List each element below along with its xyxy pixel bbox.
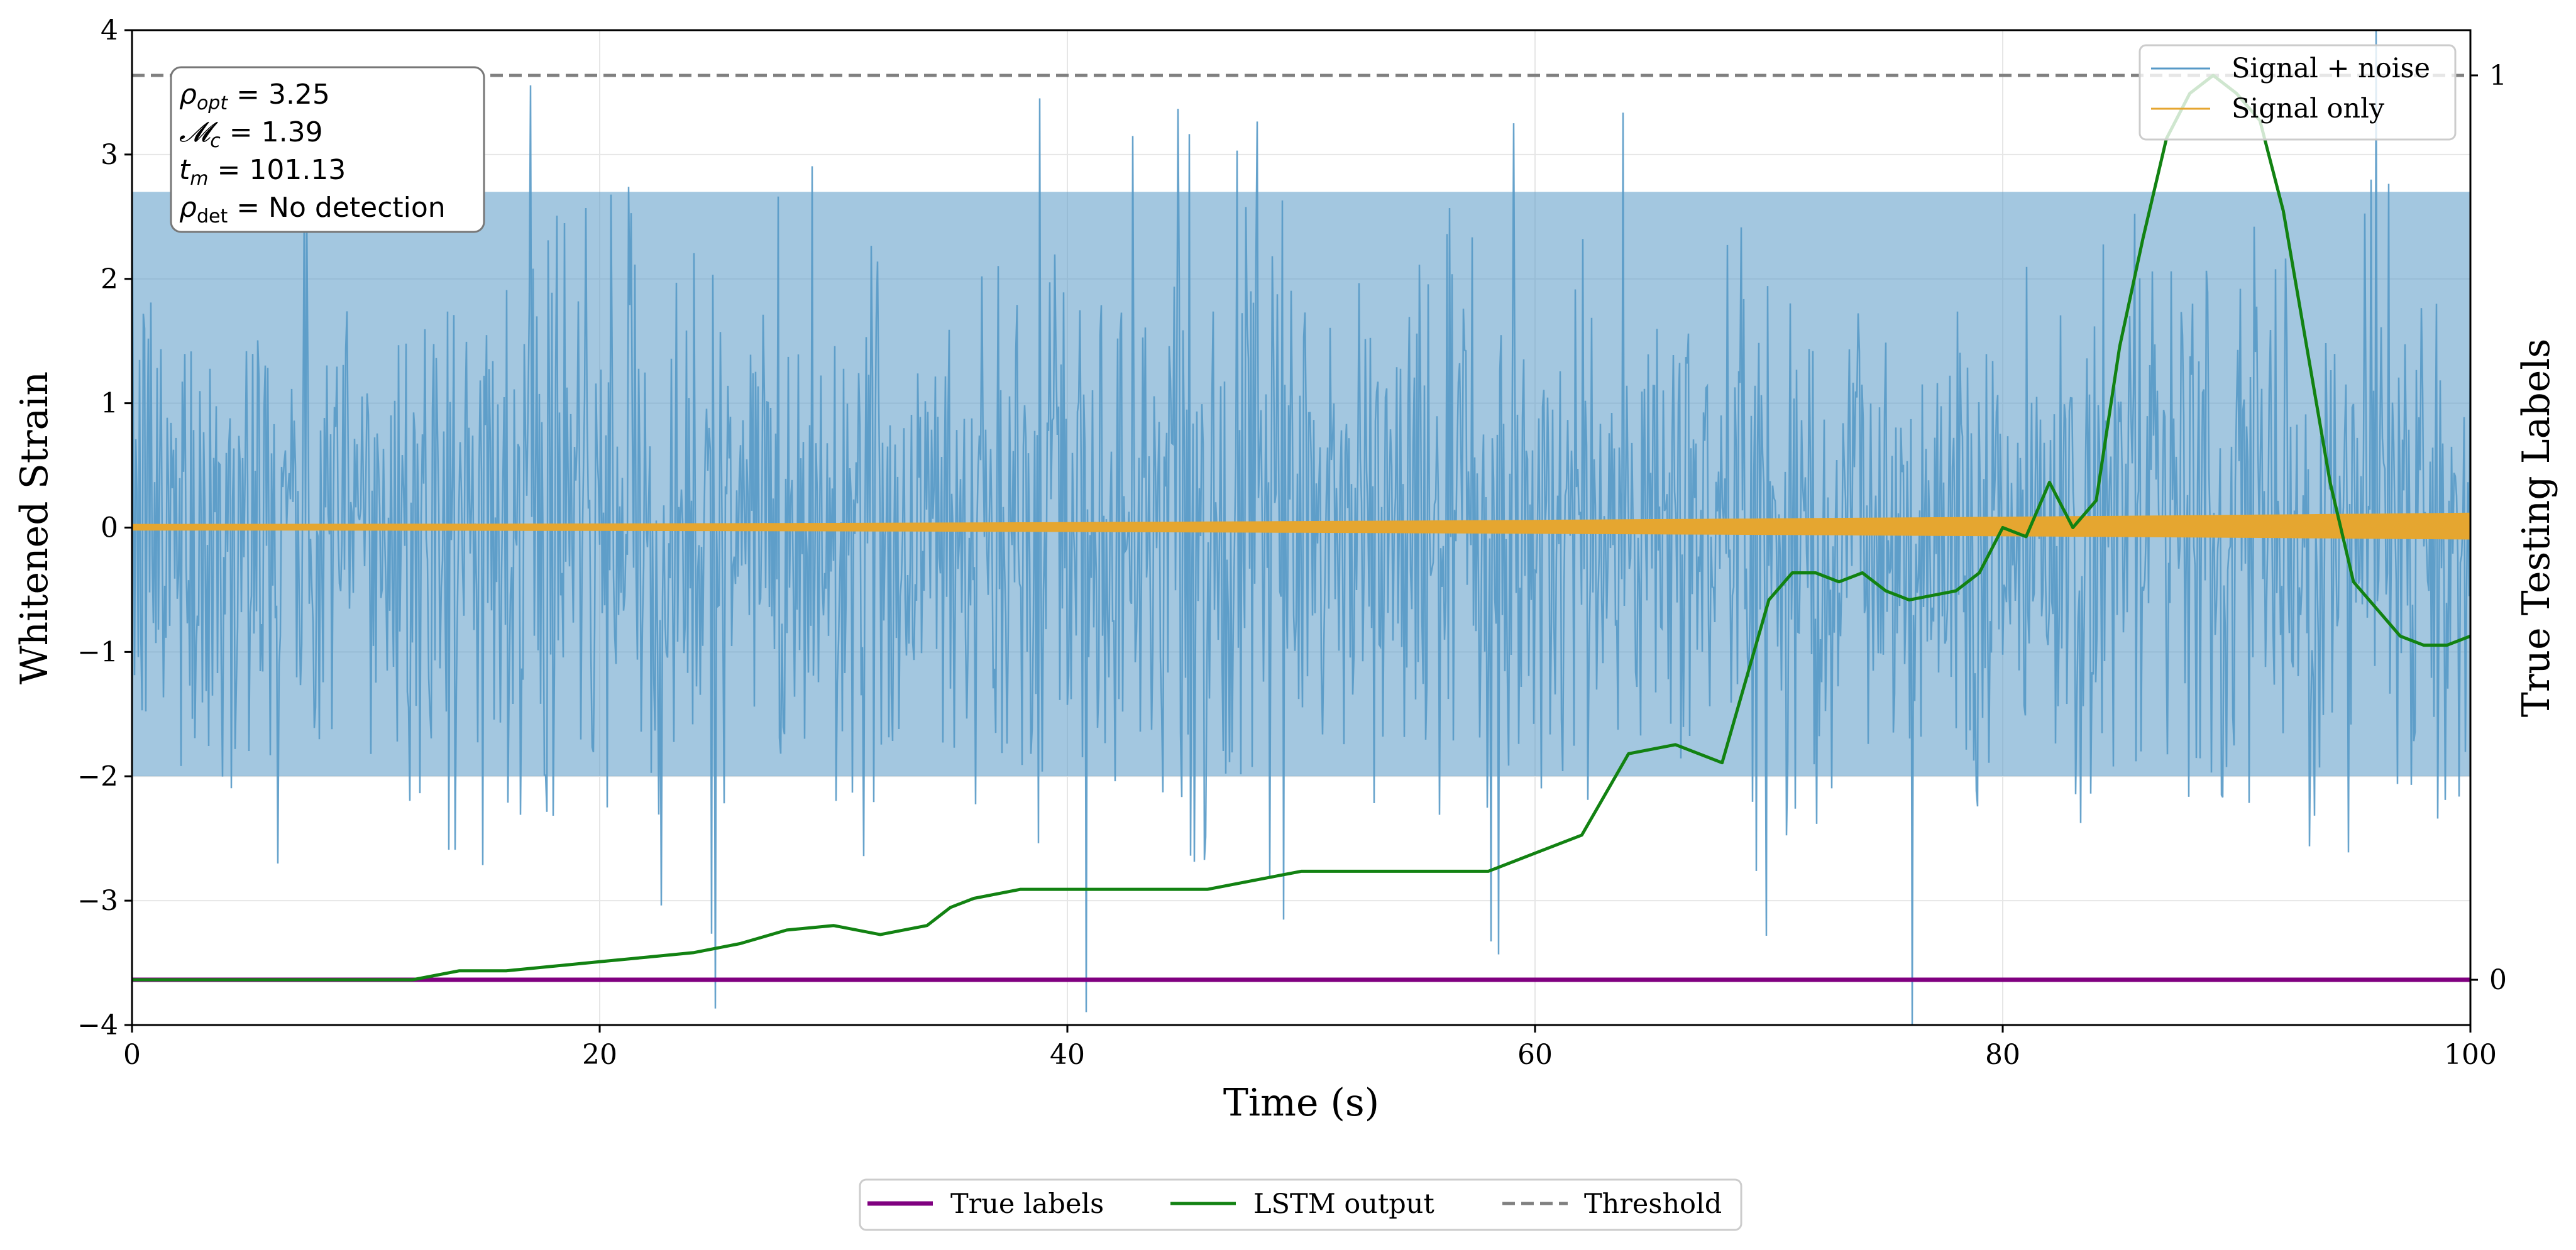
info-rho-det: ρdet = No detection [179,192,446,228]
legend-lower-frame [859,1178,1742,1231]
legend-upper-frame [2138,44,2457,141]
y-tick-label: 0 [101,512,118,544]
info-chirp-mass: 𝓜c = 1.39 [179,116,323,152]
x-tick-label: 60 [1517,1039,1553,1071]
y-tick-label: 1 [101,388,118,420]
x-axis-title: Time (s) [1223,1081,1379,1125]
y2-tick-label: 1 [2489,60,2507,92]
y2-tick-label: 0 [2489,964,2507,996]
y-tick-label: −3 [77,885,118,917]
signal-noise-line [131,30,2472,1026]
y2-axis-title: True Testing Labels [2514,339,2558,718]
info-box: ρopt = 3.25 𝓜c = 1.39 tm = 101.13 ρdet =… [170,66,485,233]
legend-label-lstm-output: LSTM output [1253,1188,1434,1220]
axes: 0 20 40 60 80 100 4 3 2 1 0 −1 −2 −3 −4 1 0 [77,14,2507,1071]
info-rho-opt: ρopt = 3.25 [179,79,330,114]
y-axis-title: Whitened Strain [13,371,57,684]
y-tick-label: −4 [77,1009,118,1041]
x-tick-label: 80 [1985,1039,2020,1071]
y-tick-label: −2 [77,760,118,792]
legend-label-threshold: Threshold [1584,1188,1722,1220]
signal-noise-series [131,30,2472,1026]
y-tick-label: 2 [101,263,118,295]
x-tick-label: 100 [2444,1039,2497,1071]
y-tick-label: 4 [101,14,118,47]
signal-only-series [132,512,2470,540]
y-tick-label: 3 [101,139,118,171]
signal-only-band [132,512,2470,540]
legend-lower: True labels LSTM output Threshold [859,1178,1742,1231]
legend-label-signal-only: Signal only [2232,93,2385,124]
x-tick-label: 0 [123,1039,141,1071]
legend-upper: Signal + noise Signal only [2138,44,2457,141]
x-tick-label: 40 [1050,1039,1085,1071]
y-tick-label: −1 [77,636,118,668]
info-merger-time: tm = 101.13 [179,154,346,190]
legend-label-true-labels: True labels [950,1188,1104,1220]
info-box-frame [170,66,485,233]
x-tick-label: 20 [582,1039,617,1071]
legend-label-signal-noise: Signal + noise [2232,53,2430,84]
